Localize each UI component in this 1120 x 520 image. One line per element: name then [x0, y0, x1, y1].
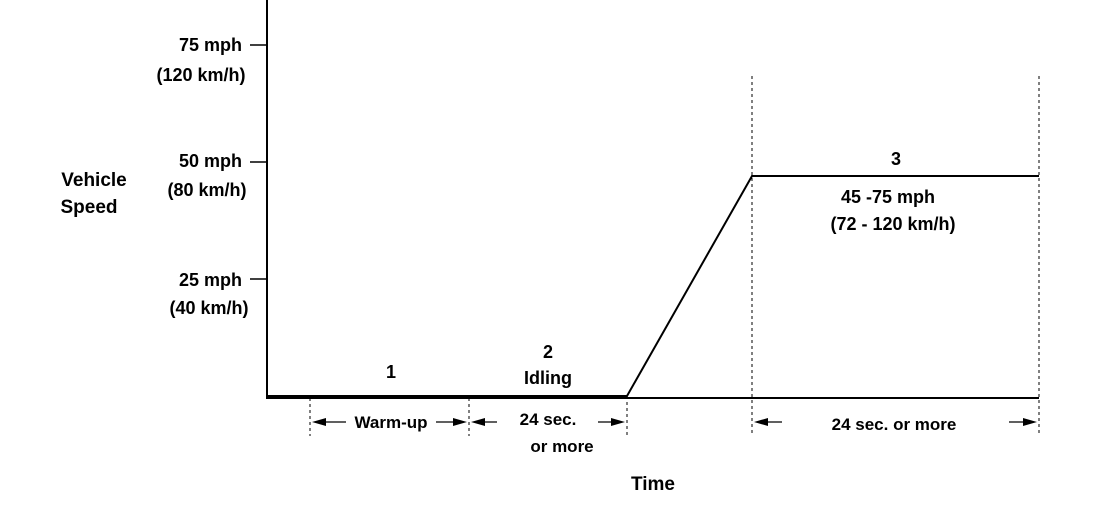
tick-label-25-mph: 25 mph: [179, 270, 242, 290]
tick-label-40-kmh: (40 km/h): [169, 298, 248, 318]
tick-label-75-mph: 75 mph: [179, 35, 242, 55]
phase-2-name: Idling: [524, 368, 572, 388]
y-axis-label-line1: Vehicle: [61, 170, 127, 191]
tick-label-120-kmh: (120 km/h): [156, 65, 245, 85]
phase-3-range-mph: 45 -75 mph: [841, 187, 935, 207]
phase-3-number: 3: [891, 149, 901, 169]
phase-3-range-kmh: (72 - 120 km/h): [830, 214, 955, 234]
tick-label-50-mph: 50 mph: [179, 151, 242, 171]
tick-label-80-kmh: (80 km/h): [167, 180, 246, 200]
x-axis-label: Time: [631, 474, 675, 495]
dimension-arrow-warmup: [312, 418, 467, 426]
phase-1-number: 1: [386, 362, 396, 382]
duration-label-cruise: 24 sec. or more: [832, 415, 957, 434]
dimension-arrow-cruise: [754, 418, 1037, 426]
duration-label-warmup: Warm-up: [354, 413, 427, 432]
duration-label-idle-line2: or more: [530, 437, 593, 456]
duration-label-idle-line1: 24 sec.: [520, 410, 577, 429]
phase-2-number: 2: [543, 342, 553, 362]
dimension-arrow-idle: [471, 418, 625, 426]
speed-profile-line: [267, 175, 1039, 397]
y-axis-label-line2: Speed: [60, 197, 117, 218]
